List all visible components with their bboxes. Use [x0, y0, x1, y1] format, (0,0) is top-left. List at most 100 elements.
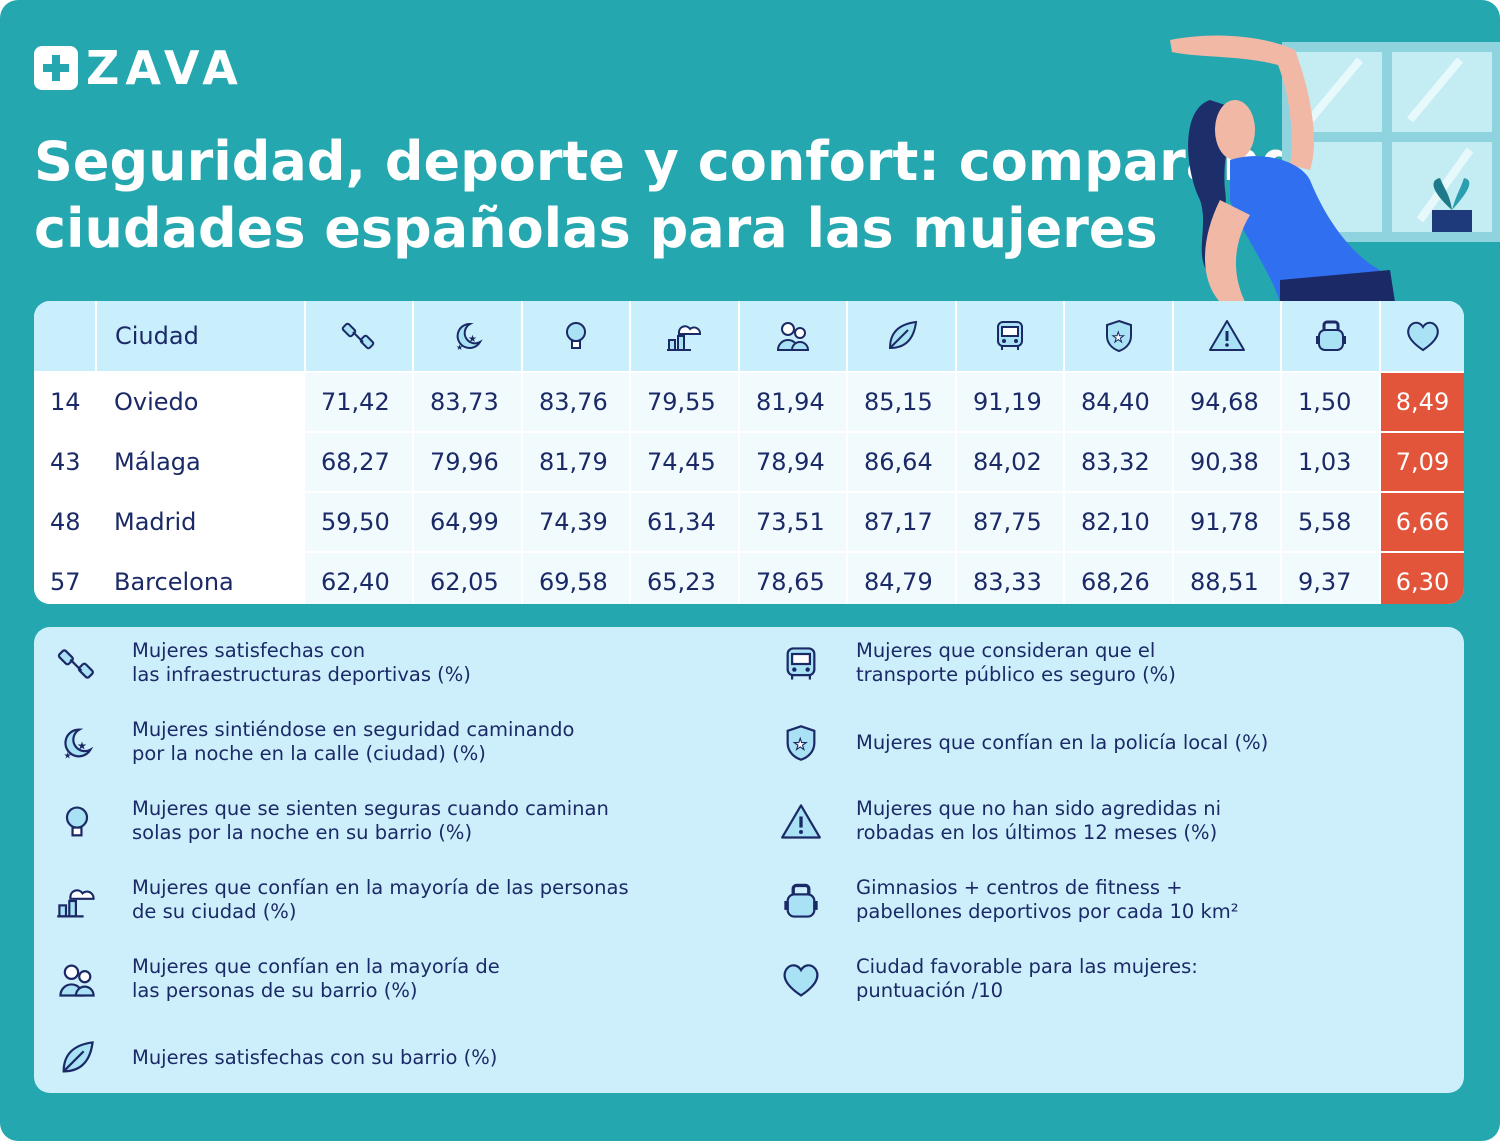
kettlebell-icon	[784, 883, 818, 918]
value-cell: 62,05	[413, 551, 523, 604]
city-cell: Málaga	[96, 431, 305, 492]
city-cell: Oviedo	[96, 371, 305, 432]
legend-item: Mujeres que no han sido agredidas ni rob…	[776, 797, 1221, 847]
legend-item: Mujeres que se sienten seguras cuando ca…	[52, 797, 609, 847]
legend-text: Mujeres que confían en la policía local …	[856, 731, 1269, 754]
col-leaf	[847, 301, 957, 372]
value-cell: 79,55	[630, 371, 740, 432]
value-cell: 74,39	[522, 491, 631, 552]
heart-icon	[783, 964, 819, 997]
city-cell: Madrid	[96, 491, 305, 552]
city-cloud-icon	[666, 325, 701, 351]
legend-text: Ciudad favorable para las mujeres: puntu…	[856, 955, 1198, 1002]
dumbbell-icon	[57, 649, 94, 679]
legend-text: Mujeres que se sienten seguras cuando ca…	[132, 797, 609, 844]
value-cell: 83,73	[413, 371, 523, 432]
value-cell: 68,27	[305, 431, 414, 492]
legend-item: Gimnasios + centros de fitness + pabello…	[776, 876, 1239, 926]
zava-logo: ZAVA	[34, 41, 244, 95]
legend-item: Mujeres satisfechas con las infraestruct…	[52, 639, 471, 689]
moon-stars-icon: ★★	[64, 728, 94, 762]
col-lightbulb	[522, 301, 631, 372]
value-cell: 91,78	[1173, 491, 1282, 552]
col-heart	[1380, 301, 1464, 372]
legend-text: Mujeres que no han sido agredidas ni rob…	[856, 797, 1222, 844]
col-neighbors	[739, 301, 848, 372]
title-line-2: ciudades españolas para las mujeres	[34, 197, 1158, 260]
value-cell: 84,79	[847, 551, 957, 604]
dumbbell-icon	[341, 322, 375, 350]
value-cell: 83,32	[1064, 431, 1174, 492]
legend-card: Mujeres satisfechas con las infraestruct…	[34, 627, 1464, 1093]
heart-icon	[1406, 321, 1439, 352]
legend-item: ★ ★ Mujeres sintiéndose en seguridad cami…	[52, 718, 575, 768]
rank-cell: 14	[34, 371, 96, 432]
value-cell: 65,23	[630, 551, 740, 604]
ranking-table: Ciudad ★ ★	[34, 301, 1464, 604]
value-cell: 81,79	[522, 431, 631, 492]
value-cell: 61,34	[630, 491, 740, 552]
legend-text: Mujeres satisfechas con las infraestruct…	[132, 639, 471, 686]
rank-header	[34, 301, 97, 372]
value-cell: 71,42	[305, 371, 414, 432]
leaf-icon	[888, 320, 917, 350]
value-cell: 87,17	[847, 491, 957, 552]
value-cell: 82,10	[1064, 491, 1174, 552]
legend-item: Mujeres que consideran que el transporte…	[776, 639, 1176, 689]
value-cell: 78,94	[739, 431, 848, 492]
svg-text:★: ★	[468, 334, 477, 345]
table-row: 14 Oviedo 71,42 83,73 83,76 79,55 81,94 …	[34, 371, 1464, 432]
value-cell: 59,50	[305, 491, 414, 552]
value-cell: 79,96	[413, 431, 523, 492]
ranking-table-card: Ciudad ★ ★	[34, 301, 1464, 604]
value-cell: 74,45	[630, 431, 740, 492]
value-cell: 90,38	[1173, 431, 1282, 492]
value-cell: 87,75	[956, 491, 1065, 552]
legend-text: Mujeres que confían en la mayoría de las…	[132, 876, 629, 923]
page-title: Seguridad, deporte y confort: comparando…	[34, 128, 1337, 262]
police-badge-icon: ★	[1105, 319, 1132, 353]
value-cell: 78,65	[739, 551, 848, 604]
rank-cell: 43	[34, 431, 96, 492]
title-line-1: Seguridad, deporte y confort: comparando	[34, 130, 1337, 193]
legend-item: ★ Mujeres que confían en la policía loca…	[776, 718, 1268, 768]
svg-text:★: ★	[456, 343, 463, 352]
warning-icon	[781, 804, 821, 839]
police-badge-icon: ★	[786, 725, 816, 761]
moon-stars-icon: ★★	[456, 322, 483, 352]
kettlebell-icon	[1315, 320, 1346, 351]
score-cell: 6,66	[1380, 491, 1464, 552]
city-header: Ciudad	[96, 301, 306, 372]
svg-text:★: ★	[793, 736, 807, 754]
bus-icon	[786, 647, 816, 680]
neighbors-icon	[776, 322, 810, 351]
col-city	[630, 301, 740, 372]
col-moon: ★ ★	[413, 301, 523, 372]
col-warning	[1173, 301, 1282, 372]
neighbors-icon	[59, 964, 95, 997]
value-cell: 69,58	[522, 551, 631, 604]
value-cell: 84,02	[956, 431, 1065, 492]
score-cell: 6,30	[1380, 551, 1464, 604]
table-row: 57 Barcelona 62,40 62,05 69,58 65,23 78,…	[34, 551, 1464, 604]
legend-text: Mujeres que consideran que el transporte…	[856, 639, 1176, 686]
value-cell: 64,99	[413, 491, 523, 552]
score-cell: 8,49	[1380, 371, 1464, 432]
brand-name: ZAVA	[86, 41, 244, 95]
legend-text: Mujeres que confían en la mayoría de las…	[132, 955, 500, 1002]
col-kettlebell	[1281, 301, 1381, 372]
value-cell: 86,64	[847, 431, 957, 492]
value-cell: 91,19	[956, 371, 1065, 432]
legend-item: Mujeres que confían en la mayoría de las…	[52, 876, 629, 926]
legend-text: Gimnasios + centros de fitness + pabello…	[856, 876, 1239, 923]
value-cell: 83,76	[522, 371, 631, 432]
city-cloud-icon	[57, 889, 95, 918]
leaf-icon	[62, 1041, 94, 1073]
warning-icon	[1209, 320, 1245, 351]
value-cell: 94,68	[1173, 371, 1282, 432]
cross-logo-icon	[34, 46, 78, 90]
value-cell: 73,51	[739, 491, 848, 552]
woman-stretching-illustration	[1170, 35, 1500, 302]
value-cell: 88,51	[1173, 551, 1282, 604]
legend-text: Mujeres sintiéndose en seguridad caminan…	[132, 718, 575, 765]
